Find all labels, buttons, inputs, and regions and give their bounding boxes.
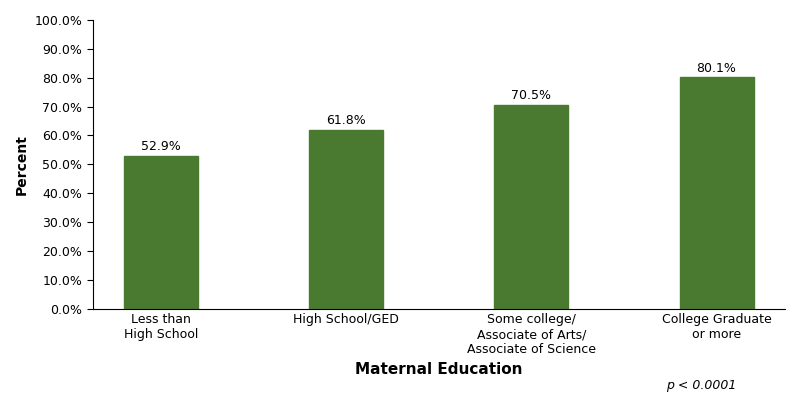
Bar [310,130,383,308]
Bar [124,156,198,308]
Text: 70.5%: 70.5% [511,89,551,102]
Text: 80.1%: 80.1% [697,62,737,74]
X-axis label: Maternal Education: Maternal Education [355,362,522,377]
Y-axis label: Percent: Percent [15,134,29,195]
Text: p < 0.0001: p < 0.0001 [666,379,736,392]
Text: 61.8%: 61.8% [326,114,366,127]
Text: 52.9%: 52.9% [142,140,181,153]
Bar [494,105,569,308]
Bar [679,78,754,308]
